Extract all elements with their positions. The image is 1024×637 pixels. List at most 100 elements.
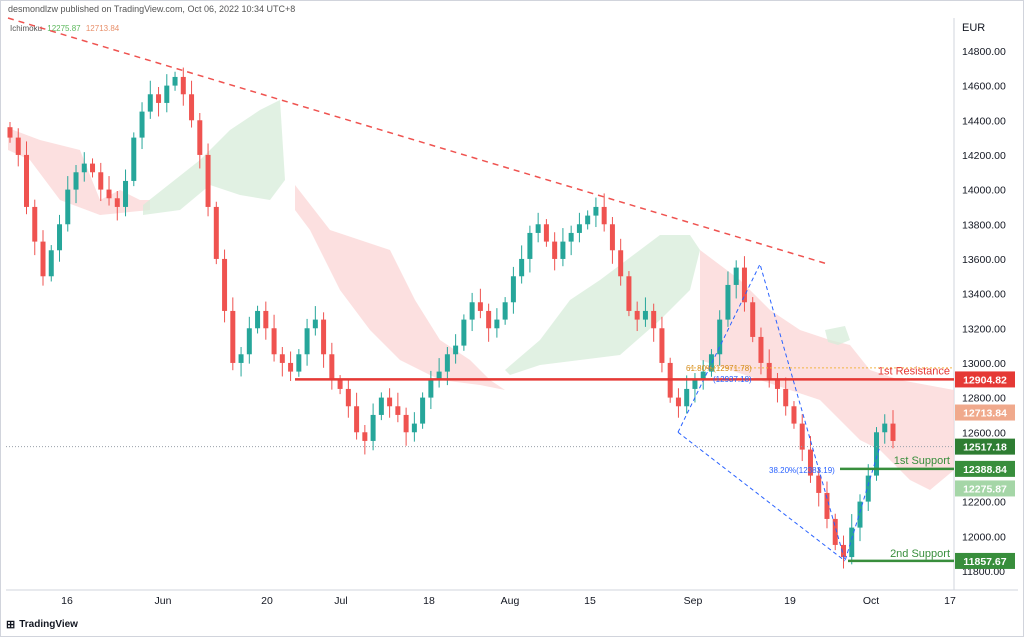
y-tick-label: 13600.00 bbox=[962, 254, 1006, 266]
candle bbox=[494, 319, 500, 329]
candle bbox=[791, 406, 797, 424]
candle bbox=[865, 475, 871, 502]
candle bbox=[65, 189, 71, 225]
candle bbox=[882, 423, 888, 433]
indicator-value-1: 12275.87 bbox=[47, 24, 81, 33]
y-tick-label: 12200.00 bbox=[962, 497, 1006, 509]
candle bbox=[238, 354, 244, 363]
candle bbox=[230, 310, 236, 363]
candle bbox=[172, 76, 178, 86]
candle bbox=[57, 224, 63, 251]
candle bbox=[139, 111, 145, 138]
level-price-tag bbox=[955, 552, 1015, 569]
candle bbox=[156, 94, 162, 103]
candle bbox=[684, 388, 690, 407]
candle bbox=[24, 154, 30, 207]
candle bbox=[296, 354, 302, 372]
x-tick-label: 18 bbox=[423, 595, 435, 607]
candle bbox=[634, 310, 640, 320]
candle bbox=[552, 241, 558, 259]
candle bbox=[420, 397, 426, 424]
candle bbox=[890, 423, 896, 441]
candle bbox=[205, 154, 211, 207]
candle bbox=[486, 310, 492, 329]
candle bbox=[601, 206, 607, 225]
candle bbox=[651, 310, 657, 329]
x-tick-label: 15 bbox=[584, 595, 596, 607]
candle bbox=[164, 85, 170, 103]
candle bbox=[7, 127, 13, 138]
candle bbox=[758, 336, 764, 363]
candle bbox=[213, 206, 219, 259]
downtrend-line bbox=[7, 17, 829, 265]
fib-annotation: 38.20%(12383.19) bbox=[769, 466, 835, 475]
candle bbox=[362, 432, 368, 441]
y-tick-label: 14400.00 bbox=[962, 115, 1006, 127]
candle bbox=[873, 432, 879, 476]
candle bbox=[461, 319, 467, 346]
candle bbox=[403, 414, 409, 433]
y-tick-label: 12800.00 bbox=[962, 393, 1006, 405]
indicator-value-2: 12713.84 bbox=[85, 24, 120, 33]
candle bbox=[642, 310, 648, 320]
candle bbox=[733, 267, 739, 285]
candle bbox=[354, 406, 360, 433]
level-name-label: 1st Support bbox=[894, 455, 950, 467]
price-tag-text: 12713.84 bbox=[963, 408, 1007, 420]
candle bbox=[180, 76, 186, 95]
candle bbox=[799, 423, 805, 450]
candle bbox=[857, 501, 863, 528]
candle bbox=[411, 423, 417, 433]
candle bbox=[123, 180, 129, 207]
tradingview-footer[interactable]: ⊞ TradingView bbox=[6, 618, 78, 631]
x-tick-label: 20 bbox=[261, 595, 273, 607]
ichimoku-cloud-bearish bbox=[8, 128, 150, 215]
candle bbox=[246, 328, 252, 355]
x-tick-label: Jun bbox=[155, 595, 172, 607]
candle bbox=[73, 172, 79, 190]
candle bbox=[81, 163, 87, 173]
y-tick-label: 14000.00 bbox=[962, 185, 1006, 197]
x-tick-label: Sep bbox=[684, 595, 703, 607]
ichimoku-legend[interactable]: Ichimoku 12275.87 12713.84 bbox=[10, 24, 119, 33]
x-tick-label: 17 bbox=[944, 595, 956, 607]
candle bbox=[40, 241, 46, 277]
candle bbox=[849, 527, 855, 558]
y-tick-label: 12000.00 bbox=[962, 531, 1006, 543]
tradingview-logo-icon: ⊞ bbox=[6, 619, 16, 631]
level-price-text: 12904.82 bbox=[963, 374, 1007, 386]
ichimoku-cloud-bearish bbox=[295, 185, 505, 390]
tradingview-brand: TradingView bbox=[19, 619, 78, 630]
candle bbox=[560, 241, 566, 259]
candle bbox=[832, 518, 838, 545]
y-tick-label: 14800.00 bbox=[962, 46, 1006, 58]
candle bbox=[783, 388, 789, 407]
candle bbox=[477, 302, 483, 311]
candle bbox=[98, 172, 104, 190]
price-tag bbox=[955, 438, 1015, 455]
candle bbox=[519, 258, 525, 277]
candle bbox=[502, 302, 508, 320]
candle bbox=[807, 449, 813, 476]
candle bbox=[329, 354, 335, 381]
y-tick-label: 13200.00 bbox=[962, 323, 1006, 335]
candle bbox=[535, 224, 541, 233]
candle bbox=[395, 406, 401, 415]
price-tag-text: 12275.87 bbox=[963, 483, 1007, 495]
ichimoku-cloud-bullish bbox=[505, 235, 700, 375]
y-tick-label: 14600.00 bbox=[962, 81, 1006, 93]
candle bbox=[774, 380, 780, 389]
indicator-name: Ichimoku bbox=[10, 24, 43, 33]
candle bbox=[618, 250, 624, 277]
candle bbox=[708, 354, 714, 372]
candle bbox=[675, 397, 681, 407]
candle bbox=[576, 224, 582, 233]
x-tick-label: 16 bbox=[61, 595, 73, 607]
candle bbox=[840, 544, 846, 558]
price-tag bbox=[955, 404, 1015, 421]
candle bbox=[32, 206, 38, 242]
level-price-tag bbox=[955, 371, 1015, 388]
currency-label: EUR bbox=[962, 22, 986, 34]
candle bbox=[659, 328, 665, 363]
